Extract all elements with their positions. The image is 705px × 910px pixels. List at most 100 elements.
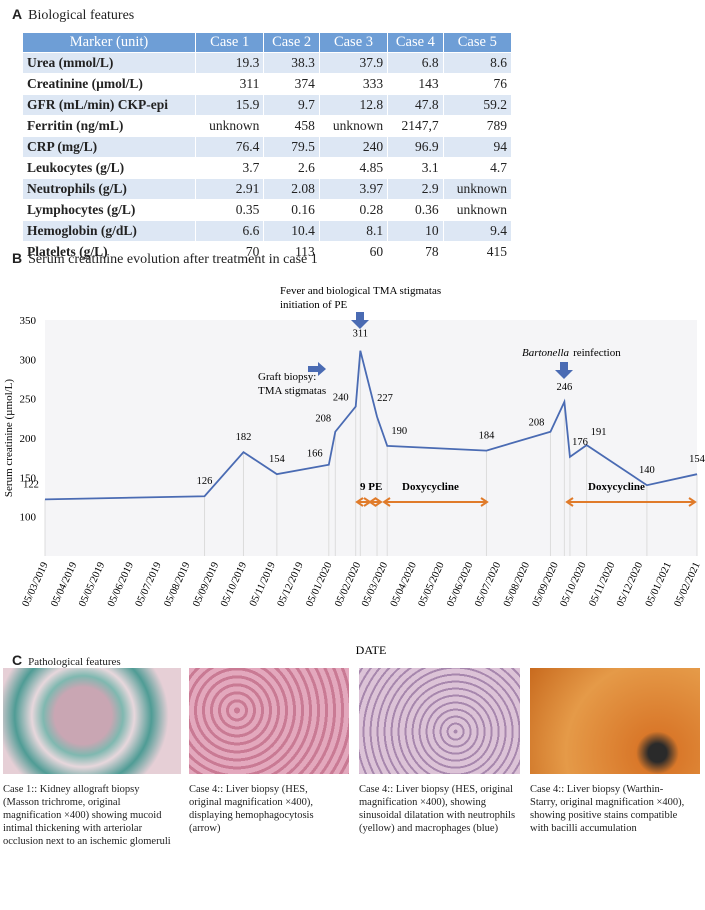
y-axis-label: Serum creatinine (µmol/L) [3, 379, 15, 497]
column-header: Case 3 [318, 32, 389, 53]
cell: unknown [318, 115, 389, 137]
x-tick-label: 05/08/2019 [162, 561, 192, 609]
column-header: Case 1 [195, 32, 265, 53]
annotation: initiation of PE [280, 299, 348, 311]
cell: 2.9 [387, 178, 444, 200]
x-tick-label: 05/02/2021 [673, 561, 703, 609]
annotation-italic: Bartonella [522, 347, 570, 359]
cell: 12.8 [318, 94, 389, 116]
liver-histology-image [359, 668, 520, 774]
panel-letter: A [12, 6, 23, 22]
panel-c-heading: C Pathological features [12, 652, 121, 668]
cell: 4.7 [442, 157, 513, 179]
data-label: 176 [572, 437, 588, 448]
x-tick-label: 05/01/2021 [644, 561, 674, 609]
data-label: 191 [591, 427, 607, 438]
cell: 76 [442, 73, 513, 95]
cell: 6.6 [195, 220, 265, 242]
data-label: 126 [197, 476, 213, 487]
x-tick-label: 05/11/2019 [248, 561, 278, 609]
x-tick-label: 05/09/2020 [531, 561, 561, 609]
marker-cell: GFR (mL/min) CKP-epi [21, 94, 197, 116]
panel-letter: C [12, 652, 23, 668]
cell: 9.4 [442, 220, 513, 242]
table-row: Platelets (g/L) 70 113 60 78 415 [21, 241, 513, 263]
cell: 143 [387, 73, 444, 95]
y-tick-label: 350 [20, 315, 37, 327]
period-arrow [382, 497, 489, 507]
cell: 415 [442, 241, 513, 263]
table-row: Creatinine (µmol/L) 311 374 333 143 76 [21, 73, 513, 95]
cell: 4.85 [318, 157, 389, 179]
cell: 10 [387, 220, 444, 242]
annotation: TMA stigmatas [258, 385, 326, 397]
data-label: 190 [391, 426, 407, 437]
cell: 6.8 [387, 52, 444, 74]
data-label: 166 [307, 449, 323, 460]
cell: 79.5 [263, 136, 320, 158]
x-tick-label: 05/08/2020 [502, 561, 532, 609]
x-tick-label: 05/11/2020 [587, 561, 617, 609]
panel-b-heading: B Serum creatinine evolution after treatm… [12, 250, 318, 268]
cell: 15.9 [195, 94, 265, 116]
cell: 96.9 [387, 136, 444, 158]
cell: 3.7 [195, 157, 265, 179]
cell: 2147,7 [387, 115, 444, 137]
column-header: Case 5 [442, 32, 513, 53]
table-row: Lymphocytes (g/L) 0.35 0.16 0.28 0.36 unknown [21, 199, 513, 221]
cell: 2.6 [263, 157, 320, 179]
creatinine-chart: 10015020025030035005/03/201905/04/201905… [3, 285, 705, 657]
marker-cell: Creatinine (µmol/L) [21, 73, 197, 95]
data-label: 182 [236, 432, 252, 443]
cell: 60 [318, 241, 389, 263]
annotation: Doxycycline [402, 481, 459, 493]
cell: 59.2 [442, 94, 513, 116]
cell: 2.08 [263, 178, 320, 200]
marker-cell: Ferritin (ng/mL) [21, 115, 197, 137]
table-row: Hemoglobin (g/dL) 6.6 10.4 8.1 10 9.4 [21, 220, 513, 242]
cell: 2.91 [195, 178, 265, 200]
table-row: Urea (mmol/L) 19.3 38.3 37.9 6.8 8.6 [21, 52, 513, 74]
figure-caption: Case 4:: Liver biopsy (HES, original mag… [189, 784, 314, 834]
biology-table: Marker (unit) Case 1 Case 2 Case 3 Case 4 Cas… [21, 32, 513, 263]
cell: 3.1 [387, 157, 444, 179]
cell: 38.3 [263, 52, 320, 74]
x-tick-label: 05/12/2020 [615, 561, 645, 609]
kidney-histology-image [3, 668, 181, 774]
x-tick-label: 05/01/2020 [304, 561, 334, 609]
data-label: 208 [315, 414, 331, 425]
x-tick-label: 05/10/2020 [558, 561, 588, 609]
cell: 789 [442, 115, 513, 137]
panel-title: Biological features [28, 8, 135, 23]
x-tick-label: 05/04/2019 [49, 561, 79, 609]
cell: 10.4 [263, 220, 320, 242]
annotation: Doxycycline [588, 481, 645, 493]
table-row: Leukocytes (g/L) 3.7 2.6 4.85 3.1 4.7 [21, 157, 513, 179]
cell: unknown [442, 178, 513, 200]
x-tick-label: 05/03/2020 [360, 561, 390, 609]
x-tick-label: 05/03/2019 [21, 561, 51, 609]
table-row: CRP (mg/L) 76.4 79.5 240 96.9 94 [21, 136, 513, 158]
data-label: 240 [333, 393, 349, 404]
data-label: 154 [689, 454, 705, 465]
x-tick-label: 05/10/2019 [219, 561, 249, 609]
cell: 113 [263, 241, 320, 263]
liver-histology-image [189, 668, 349, 774]
period-arrow [565, 497, 697, 507]
panel-title: Pathological features [28, 656, 121, 668]
cell: 458 [263, 115, 320, 137]
data-label: 208 [529, 418, 545, 429]
x-tick-label: 05/12/2019 [276, 561, 306, 609]
cell: 0.28 [318, 199, 389, 221]
annotation: Fever and biological TMA stigmatas [280, 285, 441, 297]
figure-caption: Case 4:: Liver biopsy (HES, original mag… [359, 784, 516, 834]
period-arrow [368, 497, 383, 507]
x-tick-label: 05/05/2020 [417, 561, 447, 609]
data-label: 140 [639, 465, 655, 476]
annotation: 9 PE [360, 481, 382, 493]
down-arrow [555, 362, 573, 379]
cell: 0.16 [263, 199, 320, 221]
table-row: Ferritin (ng/mL) unknown 458 unknown 2147,7 7… [21, 115, 513, 137]
cell: 374 [263, 73, 320, 95]
right-arrow [308, 362, 326, 376]
